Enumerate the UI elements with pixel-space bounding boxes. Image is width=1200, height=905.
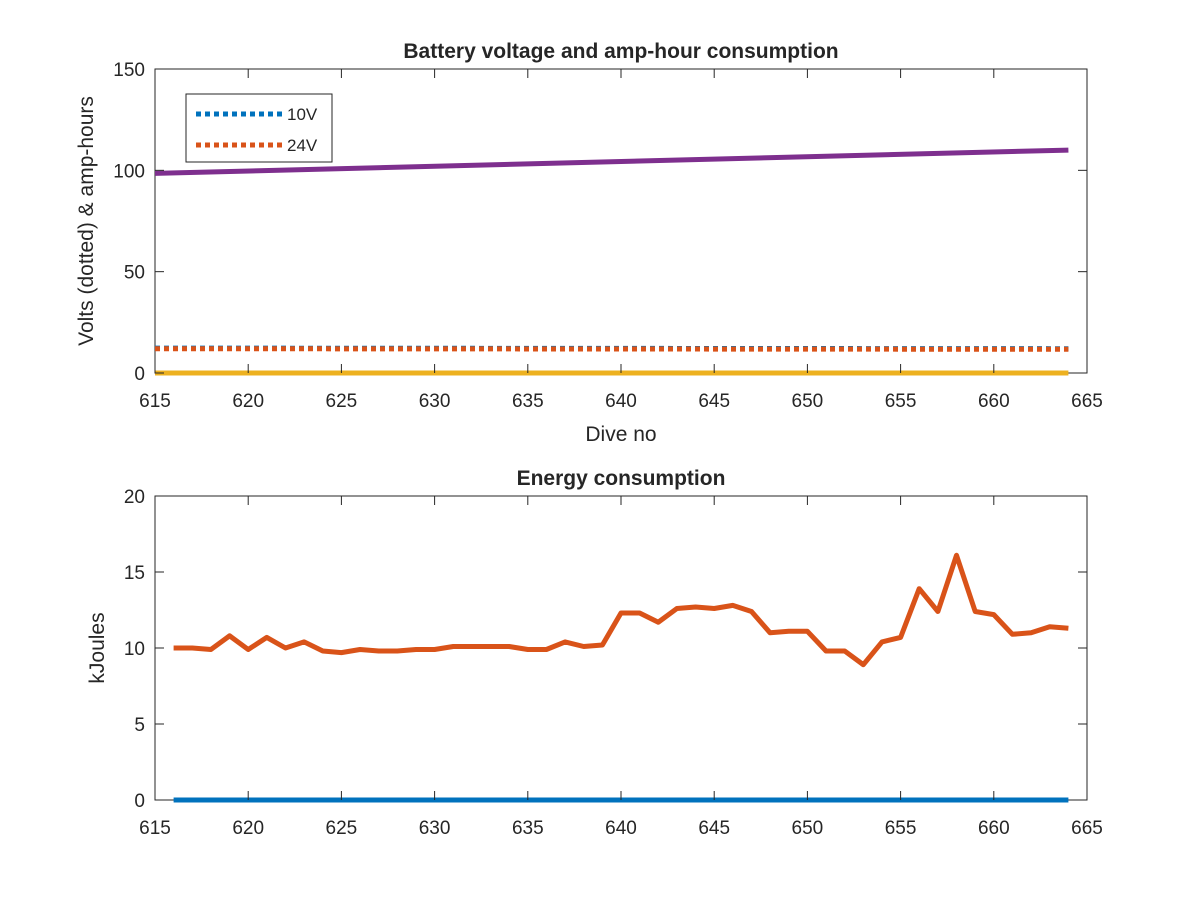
x-tick-label: 645 (698, 818, 730, 839)
x-tick-label: 615 (139, 391, 171, 412)
axes-box (154, 495, 1088, 801)
x-tick-label: 645 (698, 391, 730, 412)
x-tick-label: 630 (419, 391, 451, 412)
x-tick-label: 620 (232, 818, 264, 839)
y-tick-label: 20 (124, 487, 145, 508)
x-tick-label: 625 (326, 818, 358, 839)
x-tick-label: 665 (1071, 391, 1103, 412)
chart-title: Energy consumption (517, 467, 726, 490)
x-tick-label: 650 (792, 818, 824, 839)
x-tick-label: 635 (512, 818, 544, 839)
x-tick-label: 630 (419, 818, 451, 839)
legend-box (185, 93, 333, 163)
y-tick-label: 15 (124, 563, 145, 584)
y-axis-label: kJoules (86, 612, 109, 683)
series-line-3 (154, 147, 1069, 176)
x-tick-label: 650 (792, 391, 824, 412)
x-tick-label: 655 (885, 818, 917, 839)
plot-energy: 615 620 625 630 635 640 645 650 655 660 665 0 5 10 15 2… (86, 467, 1103, 839)
legend-label-24v: 24V (287, 136, 318, 155)
x-tick-label: 615 (139, 818, 171, 839)
x-tick-label: 655 (885, 391, 917, 412)
y-tick-label: 5 (134, 715, 145, 736)
y-tick-label: 10 (124, 639, 145, 660)
legend-label-10v: 10V (287, 105, 318, 124)
y-tick-label: 150 (113, 60, 145, 81)
x-tick-label: 640 (605, 391, 637, 412)
legend: 10V 24V (185, 93, 333, 163)
y-tick-label: 0 (134, 364, 145, 385)
x-axis-label: Dive no (585, 423, 656, 446)
chart-title: Battery voltage and amp-hour consumption (403, 40, 838, 63)
x-tick-label: 640 (605, 818, 637, 839)
plot-battery: 615 620 625 630 635 640 645 650 655 660 665 0 50 100 1… (75, 40, 1103, 446)
x-tick-label: 660 (978, 818, 1010, 839)
x-tick-label: 660 (978, 391, 1010, 412)
series-line-2 (173, 552, 1069, 668)
y-tick-label: 50 (124, 263, 145, 284)
x-tick-label: 665 (1071, 818, 1103, 839)
y-axis-label: Volts (dotted) & amp-hours (75, 96, 98, 346)
x-tick-label: 625 (326, 391, 358, 412)
y-tick-label: 100 (113, 161, 145, 182)
y-tick-label: 0 (134, 791, 145, 812)
x-tick-label: 620 (232, 391, 264, 412)
x-tick-label: 635 (512, 391, 544, 412)
